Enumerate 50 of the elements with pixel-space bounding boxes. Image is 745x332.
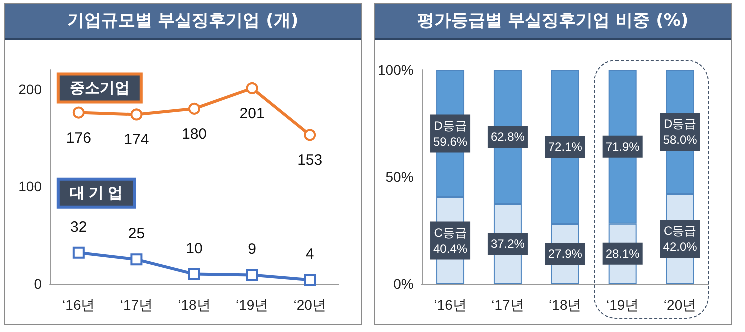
x-tick-label: ‘20년	[294, 297, 326, 313]
y-tick-label: 100	[18, 178, 42, 195]
chart-title: 기업규모별 부실징후기업 (개)	[5, 4, 361, 40]
text: 대 기 업	[70, 184, 124, 202]
data-label: 180	[182, 126, 208, 143]
data-label: 9	[248, 241, 256, 258]
point	[130, 254, 143, 266]
data-label: 71.9%	[606, 140, 640, 154]
point	[246, 269, 258, 282]
x-tick-label: ‘16년	[62, 297, 96, 313]
x-tick-label: ‘19년	[606, 297, 640, 313]
data-label: 201	[240, 105, 265, 122]
x-tick-label: ‘18년	[178, 297, 211, 313]
x-tick-label: ‘20년	[664, 297, 697, 313]
data-label: 176	[66, 130, 92, 147]
y-tick-label: 50%	[386, 169, 414, 185]
point	[72, 106, 85, 119]
point	[188, 102, 200, 115]
point	[304, 129, 316, 142]
data-label: C등급 40.4%	[434, 226, 468, 256]
data-label: 25	[128, 226, 146, 243]
y-tick-label: 200	[18, 81, 42, 98]
y-tick-label: 0	[34, 276, 42, 292]
data-label: D등급 59.6%	[434, 118, 468, 149]
data-label: 62.8%	[490, 130, 526, 144]
data-label: C등급 42.0%	[663, 224, 698, 254]
data-label: 174	[124, 132, 150, 149]
point	[246, 82, 258, 94]
data-label: 27.9%	[548, 247, 583, 262]
x-tick-label: ‘17년	[120, 297, 154, 313]
x-tick-label: ‘19년	[236, 297, 269, 313]
x-tick-label: ‘17년	[492, 297, 524, 313]
chart-title: 평가등급별 부실징후기업 비중 (%)	[375, 4, 731, 40]
point	[130, 108, 143, 121]
data-label: 37.2%	[490, 237, 526, 252]
point	[304, 274, 316, 286]
data-label: 72.1%	[548, 140, 583, 154]
point	[188, 268, 200, 280]
data-label: 153	[298, 152, 323, 170]
data-label: D등급 58.0%	[663, 117, 698, 148]
y-tick-label: 0%	[394, 276, 414, 292]
data-label: 28.1%	[606, 246, 640, 261]
x-tick-label: ‘18년	[549, 297, 582, 313]
data-label: 4	[306, 246, 314, 264]
y-tick-label: 100%	[378, 62, 414, 78]
point	[72, 246, 85, 259]
data-label: 32	[70, 218, 88, 236]
series-label: 중소기업	[70, 80, 130, 97]
x-tick-label: ‘16년	[434, 297, 467, 313]
data-label: 10	[186, 240, 203, 258]
